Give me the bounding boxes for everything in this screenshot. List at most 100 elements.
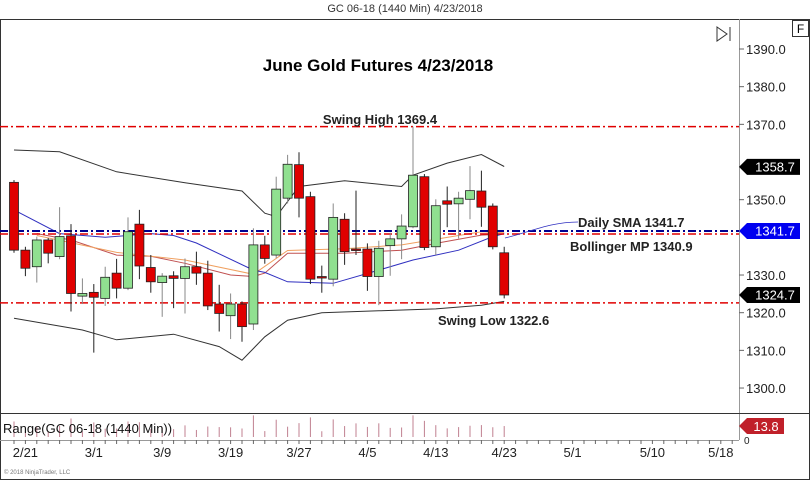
candle[interactable] <box>157 273 168 317</box>
candle-body <box>214 303 225 314</box>
candle[interactable] <box>111 258 122 299</box>
bb-mid-line <box>36 233 505 278</box>
x-tick-label: 5/18 <box>708 445 733 460</box>
candle-body <box>248 244 259 325</box>
candle[interactable] <box>54 207 65 260</box>
candle[interactable] <box>88 284 99 353</box>
candle-body <box>465 190 475 200</box>
candle[interactable] <box>66 224 76 312</box>
candle-body <box>373 247 384 277</box>
candle[interactable] <box>100 266 111 306</box>
range-value-label: 13.8 <box>753 419 778 434</box>
candle[interactable] <box>305 191 316 285</box>
candle[interactable] <box>214 284 225 332</box>
candle-body <box>111 272 122 289</box>
candle[interactable] <box>396 214 407 260</box>
candle[interactable] <box>180 258 190 314</box>
candle[interactable] <box>465 166 475 220</box>
candle[interactable] <box>168 271 179 309</box>
candle[interactable] <box>476 170 487 227</box>
candle-body <box>66 235 76 294</box>
price-tag <box>739 158 800 175</box>
candle-body <box>145 267 156 283</box>
candle[interactable] <box>362 243 373 291</box>
candle[interactable] <box>134 209 145 280</box>
candle[interactable] <box>145 255 156 293</box>
candle[interactable] <box>373 240 384 306</box>
y-tick-label: 1320.0 <box>746 306 786 321</box>
candle-body <box>191 266 202 274</box>
candle[interactable] <box>225 293 236 340</box>
candle[interactable] <box>419 174 430 251</box>
sma-label-connector <box>504 221 579 239</box>
skip-to-end-icon <box>716 26 728 42</box>
x-tick-label: 3/19 <box>218 445 243 460</box>
candle-body <box>202 272 213 307</box>
candle-body <box>453 197 464 205</box>
candle-body <box>271 188 282 256</box>
y-tick-label: 1380.0 <box>746 80 786 95</box>
candle-body <box>123 231 133 289</box>
candle-body <box>385 238 396 247</box>
candle-body <box>294 164 304 199</box>
float-button-label: F <box>797 22 804 36</box>
range-zero-label: 0 <box>744 436 750 447</box>
x-tick-label: 4/5 <box>358 445 376 460</box>
candle-body <box>442 200 453 205</box>
candle[interactable] <box>271 176 282 259</box>
candle-body <box>339 218 350 253</box>
candle[interactable] <box>442 186 453 228</box>
candle[interactable] <box>20 246 31 277</box>
candle-body <box>20 249 31 269</box>
candle[interactable] <box>430 199 441 256</box>
scroll-end-button[interactable] <box>716 26 731 42</box>
candle-body <box>487 205 498 248</box>
candle-body <box>305 196 316 280</box>
candle[interactable] <box>487 203 498 250</box>
swing-low-label: Swing Low 1322.6 <box>438 313 549 328</box>
candle[interactable] <box>77 278 88 305</box>
swing-high-label: Swing High 1369.4 <box>323 112 438 127</box>
candle[interactable] <box>408 126 418 229</box>
candle[interactable] <box>9 180 19 253</box>
x-tick-label: 4/13 <box>423 445 448 460</box>
candle-body <box>77 293 88 297</box>
candle[interactable] <box>123 217 133 291</box>
candle[interactable] <box>248 228 259 331</box>
candle-body <box>237 303 247 328</box>
candle-body <box>259 244 270 259</box>
x-tick-label: 5/10 <box>640 445 665 460</box>
candle[interactable] <box>31 236 42 283</box>
candle[interactable] <box>259 235 270 264</box>
candle[interactable] <box>294 152 304 218</box>
candle[interactable] <box>191 251 202 285</box>
candle[interactable] <box>339 213 350 265</box>
x-tick-label: 3/27 <box>286 445 311 460</box>
candle-body <box>476 190 487 208</box>
candle-body <box>225 303 236 317</box>
bollinger-mp-label: Bollinger MP 1340.9 <box>570 239 693 254</box>
candle[interactable] <box>385 232 396 276</box>
copyright-text: © 2018 NinjaTrader, LLC <box>4 469 71 476</box>
candle[interactable] <box>328 203 339 287</box>
candle-body <box>54 236 65 257</box>
float-button[interactable]: F <box>792 20 809 37</box>
candle[interactable] <box>316 265 327 293</box>
candle[interactable] <box>351 190 361 256</box>
candle[interactable] <box>453 191 464 239</box>
daily-sma-label: Daily SMA 1341.7 <box>578 215 684 230</box>
candle-body <box>328 216 339 280</box>
candle[interactable] <box>43 238 54 264</box>
candle[interactable] <box>202 260 213 311</box>
candle[interactable] <box>237 301 247 342</box>
candle-body <box>396 225 407 240</box>
y-tick-label: 1330.0 <box>746 268 786 283</box>
candle[interactable] <box>282 154 293 204</box>
price-tag-label: 1341.7 <box>755 223 795 238</box>
candle[interactable] <box>499 246 510 299</box>
price-tag-label: 1324.7 <box>755 287 795 302</box>
candle-body <box>408 174 418 228</box>
candle-body <box>180 266 190 279</box>
candle-body <box>282 163 293 199</box>
